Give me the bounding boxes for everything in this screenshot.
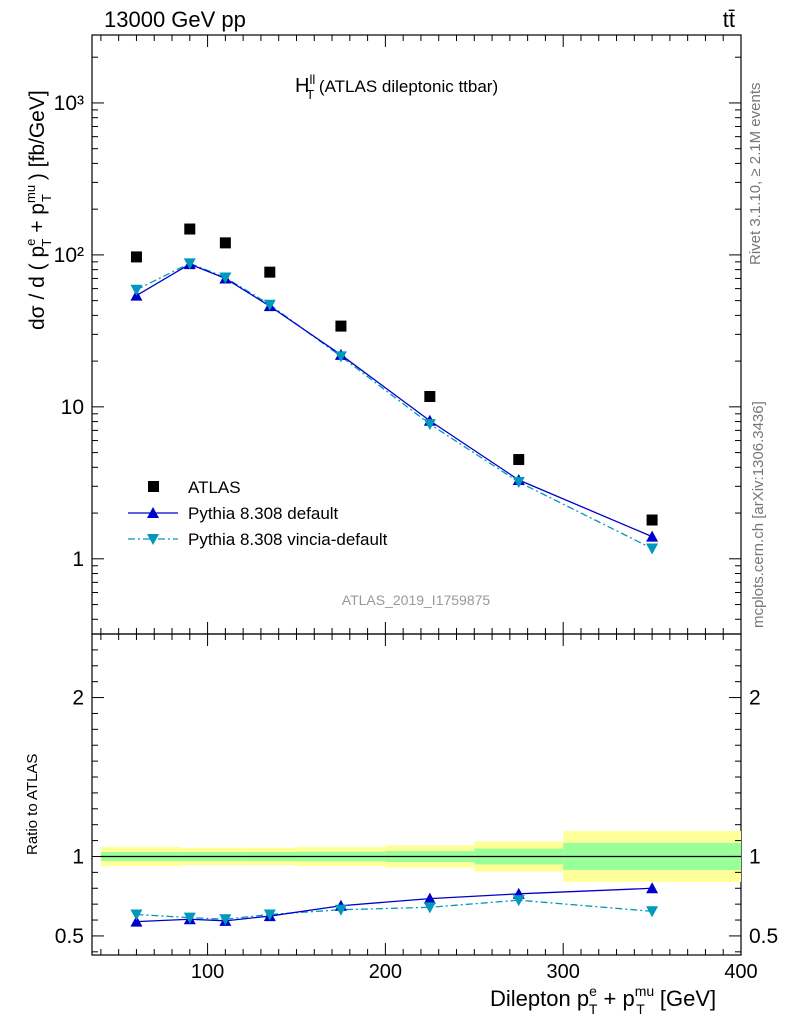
x-tick-label: 100 xyxy=(191,961,224,983)
vincia-ratio-point xyxy=(423,902,436,914)
ratio-y-tick-label-right: 1 xyxy=(749,845,761,868)
legend-marker-square xyxy=(148,481,159,492)
legend-item: ATLAS xyxy=(148,478,241,497)
x-tick-label: 200 xyxy=(369,961,402,983)
vincia-point xyxy=(263,299,276,311)
atlas-point xyxy=(219,237,231,249)
y-axis-label: dσ / d ( peT + pmuT ) [fb/GeV] xyxy=(23,90,54,330)
pythia-line xyxy=(136,263,653,538)
y-tick-label: 1 xyxy=(72,548,84,571)
x-tick-label: 400 xyxy=(724,961,757,983)
ratio-axis-label: Ratio to ATLAS xyxy=(24,754,41,855)
x-tick-label: 300 xyxy=(547,961,580,983)
vincia-point xyxy=(130,284,143,296)
atlas-point xyxy=(646,514,658,526)
vincia-point xyxy=(183,258,196,270)
svg-text:dσ / d ( peT + pmuT ) [fb/GeV]: dσ / d ( peT + pmuT ) [fb/GeV] xyxy=(23,90,54,330)
atlas-point xyxy=(424,390,436,402)
legend-label: Pythia 8.308 default xyxy=(188,504,339,523)
atlas-point xyxy=(264,266,276,278)
y-tick-label: 10³ xyxy=(54,92,84,115)
vincia-point xyxy=(334,351,347,363)
analysis-id: ATLAS_2019_I1759875 xyxy=(342,592,491,608)
legend-label: ATLAS xyxy=(188,478,241,497)
pythia-ratio-point xyxy=(646,882,659,894)
vincia-point xyxy=(423,419,436,431)
pythia-ratio-point xyxy=(423,892,436,904)
vincia-ratio-point xyxy=(183,912,196,924)
atlas-point xyxy=(130,251,142,263)
rivet-note: Rivet 3.1.10, ≥ 2.1M events xyxy=(747,83,764,266)
vincia-point xyxy=(512,477,525,489)
ratio-frame xyxy=(91,633,742,956)
y-tick-label: 10 xyxy=(61,396,84,419)
ratio-y-tick-label: 1 xyxy=(72,845,84,868)
atlas-point xyxy=(184,223,196,235)
legend-item: Pythia 8.308 vincia-default xyxy=(128,530,388,549)
ratio-y-tick-label: 0.5 xyxy=(55,925,84,948)
source-note: mcplots.cern.ch [arXiv:1306.3436] xyxy=(750,401,767,628)
vincia-line xyxy=(136,262,653,550)
legend-label: Pythia 8.308 vincia-default xyxy=(188,530,388,549)
y-tick-label: 10² xyxy=(54,244,84,267)
vincia-ratio-line xyxy=(136,899,653,920)
svg-text:Dilepton peT + pmuT [GeV]: Dilepton pe T + pmu T [GeV] xyxy=(490,983,716,1017)
ratio-y-tick-label-right: 0.5 xyxy=(749,925,778,948)
pythia-ratio-point xyxy=(130,915,143,927)
legend-marker-triangle-down xyxy=(147,534,159,545)
vincia-ratio-point xyxy=(512,895,525,907)
ratio-panel: 100 200 300 400 0.5 0.5 1 1 2 2 xyxy=(55,633,778,983)
pythia-ratio-line xyxy=(136,887,653,923)
atlas-point xyxy=(513,454,525,466)
legend-item: Pythia 8.308 default xyxy=(128,504,339,523)
vincia-ratio-point xyxy=(130,909,143,921)
x-axis-label: Dilepton pe T + pmu T [GeV] xyxy=(490,983,716,1017)
ratio-y-tick-label: 2 xyxy=(72,687,84,710)
vincia-point xyxy=(219,272,232,284)
legend: ATLAS Pythia 8.308 default Pythia 8.308 vi… xyxy=(128,478,388,549)
vincia-ratio-point xyxy=(646,906,659,918)
vincia-ratio-point xyxy=(219,914,232,926)
process-label: tt̄ xyxy=(723,7,735,32)
legend-marker-triangle-up xyxy=(147,507,159,518)
vincia-ratio-point xyxy=(263,909,276,921)
vincia-point xyxy=(646,543,659,555)
pythia-point xyxy=(646,530,659,542)
plot-title: Hll T (ATLAS dileptonic ttbar) xyxy=(295,72,498,102)
main-panel: 1 10 10² 10³ xyxy=(54,34,742,635)
vincia-ratio-point xyxy=(334,904,347,916)
atlas-point xyxy=(335,320,347,332)
ratio-y-tick-label-right: 2 xyxy=(749,687,761,710)
energy-label: 13000 GeV pp xyxy=(104,7,246,32)
